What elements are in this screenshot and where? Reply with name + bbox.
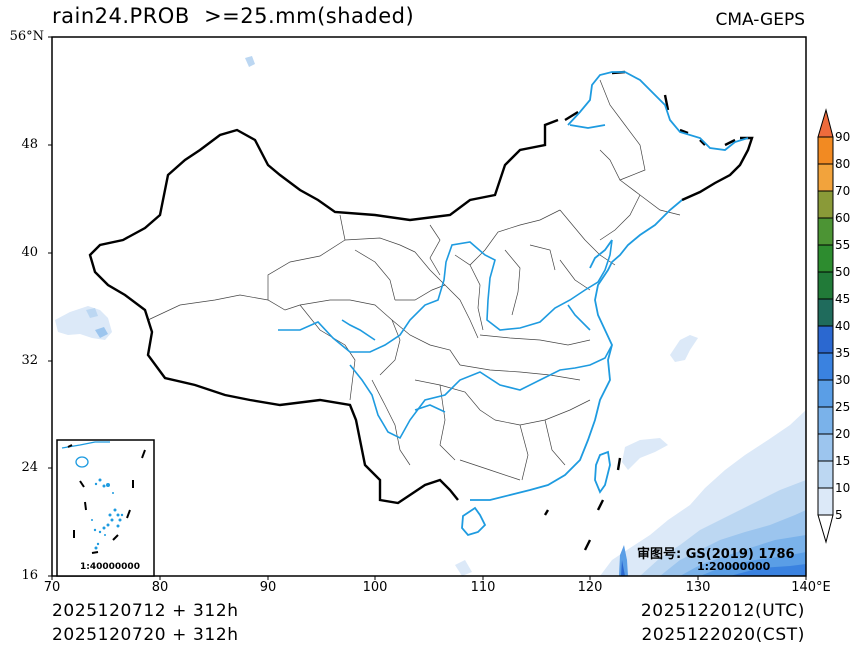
colorbar-label: 45 <box>835 292 851 306</box>
colorbar-label: 5 <box>835 508 843 522</box>
colorbar-label: 20 <box>835 427 851 441</box>
y-tick-label: 32 <box>21 353 38 368</box>
plot-frame <box>51 36 807 577</box>
rivers <box>278 239 613 440</box>
main-map-scale: 1:20000000 <box>697 560 771 573</box>
x-tick-label: 130 <box>685 580 711 595</box>
colorbar-label: 90 <box>835 130 851 144</box>
chart-title: rain24.PROB >=25.mm(shaded) <box>52 4 415 28</box>
colorbar-label: 15 <box>835 454 851 468</box>
valid-time-utc: 2025122012(UTC) <box>640 601 805 621</box>
x-tick-label: 110 <box>470 580 496 595</box>
x-tick-label: 90 <box>259 580 277 595</box>
precip-shading <box>55 56 806 576</box>
init-time-utc: 2025120712 + 312h <box>52 601 239 621</box>
national-boundary <box>88 70 754 551</box>
x-tick-label: 140°E <box>791 580 831 595</box>
x-tick-label: 70 <box>43 580 61 595</box>
x-tick-label: 120 <box>577 580 603 595</box>
model-source-label: CMA-GEPS <box>715 10 805 30</box>
y-tick-label: 16 <box>21 568 38 583</box>
axis-ticks <box>48 36 807 580</box>
valid-time-cst: 2025122020(CST) <box>641 625 805 645</box>
province-boundaries <box>147 79 681 481</box>
y-tick-label: 48 <box>21 137 38 152</box>
x-tick-label: 80 <box>151 580 169 595</box>
x-tick-label: 100 <box>362 580 388 595</box>
y-tick-label: 56°N <box>9 29 44 44</box>
coastline <box>461 71 749 537</box>
y-tick-label: 24 <box>21 460 38 475</box>
colorbar-label: 25 <box>835 400 851 414</box>
south-china-sea-inset <box>56 439 155 577</box>
colorbar <box>817 108 834 544</box>
colorbar-label: 60 <box>835 211 851 225</box>
colorbar-label: 30 <box>835 373 851 387</box>
colorbar-label: 55 <box>835 238 851 252</box>
colorbar-label: 40 <box>835 319 851 333</box>
init-time-cst: 2025120720 + 312h <box>52 625 239 645</box>
colorbar-label: 70 <box>835 184 851 198</box>
map-approval-number: 审图号: GS(2019) 1786 <box>637 547 795 562</box>
colorbar-label: 80 <box>835 157 851 171</box>
colorbar-label: 50 <box>835 265 851 279</box>
colorbar-label: 35 <box>835 346 851 360</box>
colorbar-label: 10 <box>835 481 851 495</box>
inset-map-scale: 1:40000000 <box>80 562 140 572</box>
y-tick-label: 40 <box>21 245 38 260</box>
